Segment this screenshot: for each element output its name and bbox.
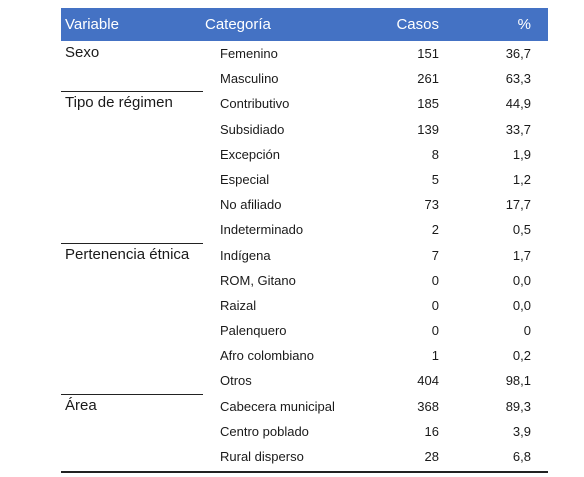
table-body: Sexo Femenino 151 36,7 Masculino 261 63,3 Tipo … [61,41,548,469]
bottom-rule [61,471,548,473]
table-row: Otros 404 98,1 [61,368,548,393]
cell-categoria: Cabecera municipal [220,398,335,414]
table-row: Indeterminado 2 0,5 [61,217,548,242]
cell-pct: 0,0 [512,297,531,313]
table-row: Tipo de régimen Contributivo 185 44,9 [61,91,548,116]
group-separator [61,91,203,93]
cell-categoria: Rural disperso [220,449,304,464]
table-row: Área Cabecera municipal 368 89,3 [61,393,548,419]
cell-categoria: Subsidiado [220,121,285,137]
cell-pct: 44,9 [505,96,531,112]
cell-categoria: Especial [220,171,270,187]
table-row: No afiliado 73 17,7 [61,192,548,217]
cell-casos: 0 [431,323,439,339]
cell-categoria: Raizal [220,297,257,313]
cell-categoria: Masculino [220,71,279,87]
cell-categoria: Palenquero [220,323,287,339]
cell-categoria: Indeterminado [220,222,304,238]
header-casos: Casos [396,16,439,33]
cell-casos: 73 [424,197,439,213]
cell-pct: 0,0 [512,272,531,288]
cell-casos: 404 [417,373,439,389]
group-separator [61,242,203,244]
cell-pct: 0,5 [512,222,531,238]
cell-casos: 5 [431,171,439,187]
cell-pct: 1,2 [512,171,531,187]
table-row: Pertenencia étnica Indígena 7 1,7 [61,242,548,268]
cell-casos: 261 [417,71,439,87]
cell-casos: 7 [431,247,439,263]
cell-categoria: Otros [220,373,252,389]
table-row: Sexo Femenino 151 36,7 [61,41,548,66]
cell-pct: 36,7 [505,46,531,61]
table-row: Rural disperso 28 6,8 [61,444,548,469]
cell-casos: 139 [417,121,439,137]
cell-variable: Pertenencia étnica [65,245,190,263]
cell-casos: 28 [424,449,439,464]
cell-pct: 17,7 [505,197,531,213]
table-row: Palenquero 0 0 [61,318,548,343]
table-row: Afro colombiano 1 0,2 [61,343,548,368]
table-row: Subsidiado 139 33,7 [61,117,548,142]
cell-categoria: Excepción [220,146,280,162]
cell-casos: 8 [431,146,439,162]
group-separator [61,393,203,395]
table-row: Especial 5 1,2 [61,167,548,192]
table-row: Excepción 8 1,9 [61,142,548,167]
cell-pct: 1,9 [512,146,531,162]
cell-pct: 33,7 [505,121,531,137]
cell-casos: 2 [431,222,439,238]
header-categoria: Categoría [205,16,271,33]
cell-categoria: Contributivo [220,96,290,112]
cell-casos: 16 [424,423,439,439]
cell-categoria: No afiliado [220,197,282,213]
cell-casos: 368 [417,398,439,414]
cell-casos: 185 [417,96,439,112]
cell-pct: 0,2 [512,348,531,364]
cell-pct: 98,1 [505,373,531,389]
cell-categoria: Centro poblado [220,423,309,439]
cell-pct: 89,3 [505,398,531,414]
cell-categoria: ROM, Gitano [220,272,296,288]
cell-pct: 6,8 [512,449,531,464]
cell-pct: 63,3 [505,71,531,87]
table-row: ROM, Gitano 0 0,0 [61,268,548,293]
table-row: Centro poblado 16 3,9 [61,419,548,444]
cell-pct: 1,7 [512,247,531,263]
header-variable: Variable [65,16,119,33]
cell-categoria: Femenino [220,46,278,61]
header-pct: % [517,16,531,33]
table-row: Raizal 0 0,0 [61,293,548,318]
data-table: Variable Categoría Casos % Sexo Femenino 1… [61,8,548,473]
cell-casos: 151 [417,46,439,61]
cell-pct: 0 [523,323,531,339]
cell-variable: Tipo de régimen [65,94,173,112]
table-row: Masculino 261 63,3 [61,66,548,91]
cell-casos: 0 [431,297,439,313]
cell-pct: 3,9 [512,423,531,439]
table-header: Variable Categoría Casos % [61,8,548,41]
cell-categoria: Indígena [220,247,271,263]
cell-categoria: Afro colombiano [220,348,314,364]
cell-variable: Sexo [65,44,100,61]
cell-variable: Área [65,396,97,414]
cell-casos: 1 [431,348,439,364]
cell-casos: 0 [431,272,439,288]
